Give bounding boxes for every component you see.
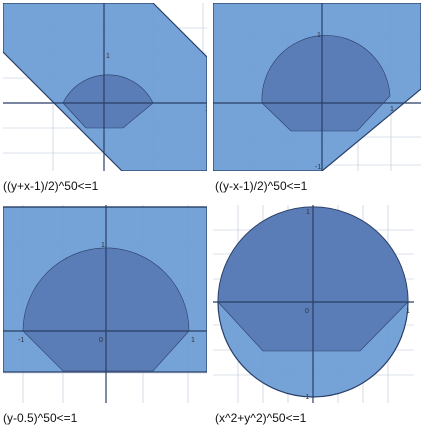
plot-graph-1: 1 1 bbox=[3, 3, 207, 171]
plot-caption-4: (x^2+y^2)^50<=1 bbox=[215, 411, 307, 425]
tick-y-1: 1 bbox=[317, 32, 321, 39]
tick-x-1: 1 bbox=[390, 106, 394, 113]
plot-panel-4: 0 1 1 -1 (x^2+y^2)^50<=1 bbox=[213, 205, 414, 425]
plot-caption-3: (y-0.5)^50<=1 bbox=[3, 411, 78, 425]
tick-x-1: 1 bbox=[205, 106, 207, 113]
plot-graph-4: 0 1 1 -1 bbox=[213, 205, 414, 403]
plot-panel-1: 1 1 ((y+x-1)/2)^50<=1 bbox=[3, 3, 207, 193]
plot-graph-2: 1 1 -1 bbox=[213, 3, 421, 171]
tick-x-1: 1 bbox=[191, 337, 195, 344]
plot-panel-3: 0 -1 1 1 (y-0.5)^50<=1 bbox=[3, 205, 207, 425]
region-intersection bbox=[62, 74, 154, 129]
tick-y-1: 1 bbox=[106, 53, 110, 60]
plot-caption-1: ((y+x-1)/2)^50<=1 bbox=[3, 179, 99, 193]
tick-y-neg-1: -1 bbox=[303, 394, 309, 401]
tick-y-1: 1 bbox=[306, 209, 310, 216]
tick-y-neg-1: -1 bbox=[315, 164, 321, 171]
region-intersection bbox=[261, 35, 391, 132]
tick-origin: 0 bbox=[99, 337, 103, 344]
tick-x-neg-1: -1 bbox=[18, 337, 24, 344]
plot-caption-2: ((y-x-1)/2)^50<=1 bbox=[215, 179, 308, 193]
plot-panel-2: 1 1 -1 ((y-x-1)/2)^50<=1 bbox=[213, 3, 421, 193]
tick-y-1: 1 bbox=[101, 242, 105, 249]
tick-x-1: 1 bbox=[406, 308, 410, 315]
tick-origin: 0 bbox=[305, 308, 309, 315]
plot-graph-3: 0 -1 1 1 bbox=[3, 205, 207, 403]
